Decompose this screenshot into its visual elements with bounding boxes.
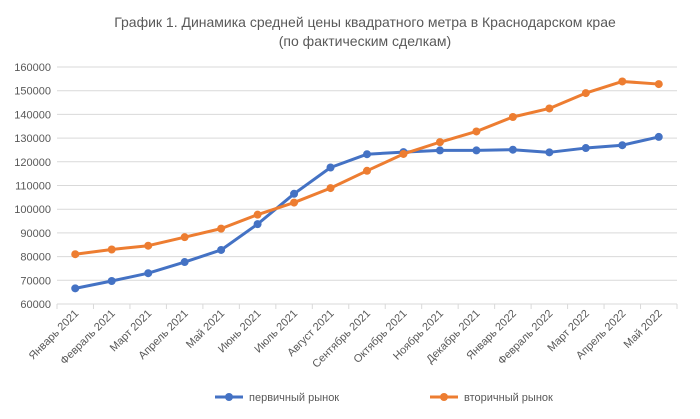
chart-subtitle: (по фактическим сделкам)	[279, 33, 451, 49]
data-point	[144, 269, 153, 278]
data-point	[290, 189, 299, 198]
data-point	[217, 245, 226, 254]
series-line	[74, 135, 660, 290]
y-tick-label: 60000	[20, 299, 51, 311]
data-point	[107, 277, 116, 286]
data-point	[472, 127, 481, 136]
data-point	[326, 184, 335, 193]
data-point	[435, 138, 444, 147]
data-point	[654, 132, 663, 141]
data-point	[180, 258, 189, 267]
data-point	[71, 284, 80, 293]
data-point	[363, 166, 371, 175]
y-tick-label: 90000	[20, 228, 51, 240]
data-point	[545, 104, 554, 113]
data-point	[618, 77, 627, 86]
y-tick-label: 130000	[14, 133, 51, 145]
data-point	[654, 80, 663, 89]
data-point	[472, 146, 481, 155]
data-point	[508, 113, 517, 122]
y-tick-label: 100000	[14, 204, 51, 216]
data-point	[290, 198, 299, 207]
data-point	[508, 145, 517, 154]
data-point	[107, 245, 116, 254]
y-tick-label: 110000	[15, 181, 51, 193]
y-tick-label: 80000	[20, 252, 51, 264]
data-point	[71, 250, 80, 259]
data-point	[326, 163, 335, 172]
data-point	[363, 150, 371, 159]
data-point	[144, 241, 153, 250]
data-point	[581, 89, 590, 98]
data-point	[399, 149, 408, 158]
x-tick-label: Май 2022	[622, 308, 665, 351]
data-point	[180, 233, 189, 242]
data-point	[581, 144, 590, 153]
legend-label: вторичный рынок	[464, 392, 553, 404]
y-tick-label: 150000	[14, 86, 51, 98]
data-point	[545, 148, 554, 157]
y-tick-label: 160000	[14, 62, 51, 74]
chart-title: График 1. Динамика средней цены квадратн…	[114, 14, 616, 30]
data-point	[435, 146, 444, 155]
data-point	[253, 220, 262, 229]
legend-label: первичный рынок	[249, 392, 339, 404]
y-tick-label: 120000	[14, 157, 51, 169]
legend-marker	[225, 393, 233, 401]
data-point	[217, 224, 226, 233]
y-tick-label: 70000	[20, 275, 51, 287]
data-point	[618, 141, 627, 150]
y-tick-label: 140000	[14, 109, 51, 121]
data-point	[253, 210, 262, 219]
legend-marker	[440, 393, 448, 401]
